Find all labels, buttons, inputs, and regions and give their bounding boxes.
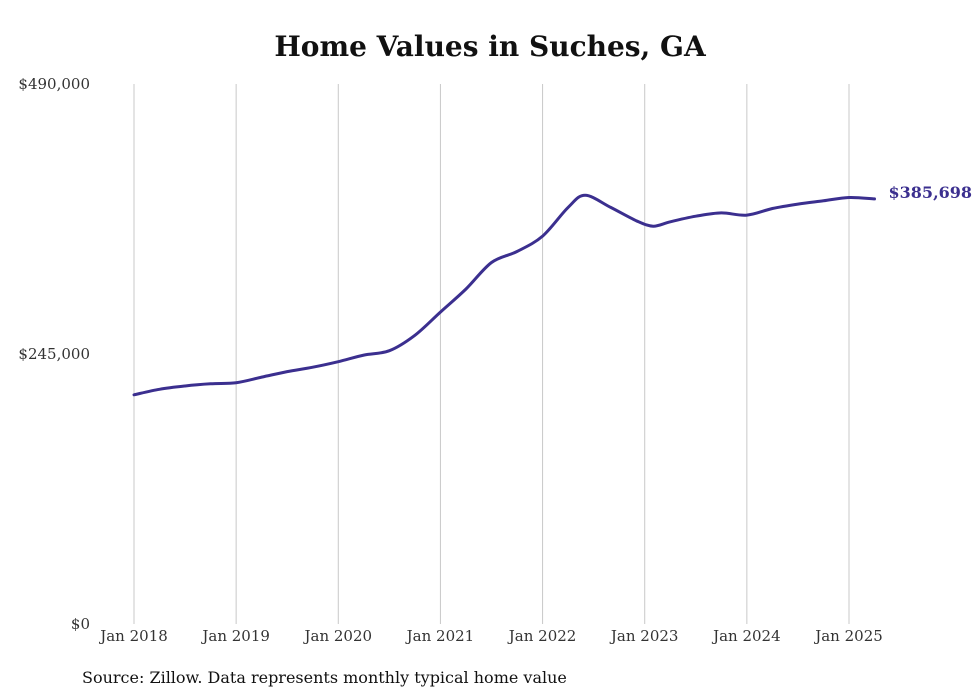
x-tick-label: Jan 2024: [711, 627, 781, 645]
x-tick-label: Jan 2025: [813, 627, 883, 645]
y-axis-ticks: $0 $245,000 $490,000: [18, 75, 90, 633]
y-tick-label: $490,000: [18, 75, 90, 93]
y-tick-label: $245,000: [18, 345, 90, 363]
series-line: [132, 193, 876, 397]
x-axis-ticks: Jan 2018 Jan 2019 Jan 2020 Jan 2021 Jan 2022…: [98, 627, 883, 645]
x-tick-label: Jan 2018: [98, 627, 168, 645]
y-tick-label: $0: [71, 615, 90, 633]
x-tick-label: Jan 2021: [405, 627, 475, 645]
x-tick-label: Jan 2023: [609, 627, 679, 645]
series: $385,698: [132, 183, 973, 397]
gridlines: [133, 84, 850, 624]
end-value-label: $385,698: [889, 183, 973, 202]
x-tick-label: Jan 2022: [507, 627, 577, 645]
x-tick-label: Jan 2020: [303, 627, 373, 645]
source-note: Source: Zillow. Data represents monthly …: [82, 668, 567, 687]
x-tick-label: Jan 2019: [200, 627, 270, 645]
chart-title: Home Values in Suches, GA: [274, 30, 706, 63]
